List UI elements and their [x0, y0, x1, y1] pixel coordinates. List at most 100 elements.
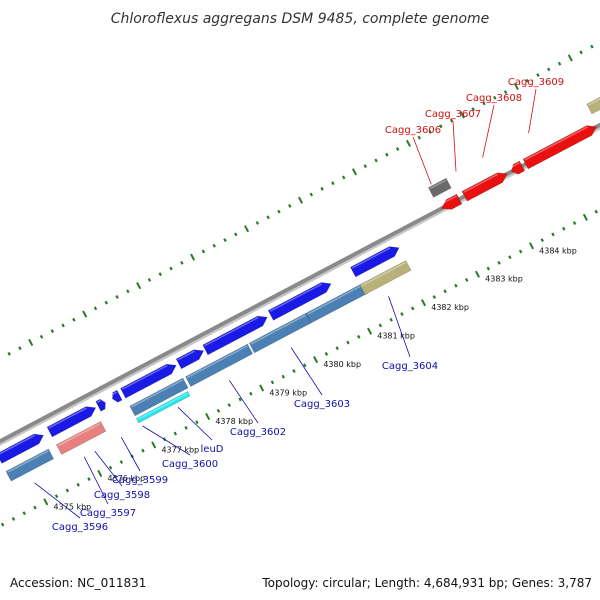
gene-label[interactable]: leuD [201, 444, 224, 455]
kbp-label: 4380 kbp [323, 360, 361, 369]
gene-feature[interactable] [135, 390, 191, 424]
gene-label[interactable]: Cagg_3600 [162, 459, 218, 470]
tick-mark [497, 260, 501, 265]
tick-mark [288, 203, 292, 208]
gene-highlight [57, 422, 101, 447]
gene-feature[interactable] [522, 125, 597, 170]
label-leader-line [94, 450, 123, 487]
tick-mark [503, 90, 508, 95]
gene-feature[interactable] [129, 377, 189, 417]
kbp-label: 4384 kbp [539, 246, 577, 255]
tick-mark [43, 498, 49, 506]
gene-feature[interactable] [0, 433, 44, 464]
gene-feature[interactable] [359, 260, 412, 296]
gene-label[interactable]: Cagg_3602 [230, 427, 286, 438]
gene-feature[interactable] [95, 398, 106, 412]
tick-mark [87, 477, 91, 482]
tick-mark [61, 323, 65, 328]
gene-label[interactable]: Cagg_3598 [94, 490, 150, 501]
gene-label[interactable]: Cagg_3597 [80, 508, 136, 519]
gene-feature[interactable] [5, 448, 55, 482]
gene-highlight [96, 399, 102, 403]
gene-feature[interactable] [185, 343, 254, 387]
gene-feature[interactable] [175, 349, 205, 370]
tick-mark [432, 295, 437, 299]
tick-mark [72, 317, 76, 322]
gene-label[interactable]: Cagg_3607 [425, 109, 481, 120]
tick-mark [590, 44, 594, 49]
gene-highlight [137, 392, 188, 421]
gene-label[interactable]: Cagg_3608 [466, 93, 522, 104]
gene-feature[interactable] [55, 421, 107, 455]
tick-mark [205, 412, 211, 421]
gene-feature[interactable] [427, 177, 452, 198]
gene-feature[interactable] [267, 282, 332, 321]
label-leader-line [452, 120, 457, 172]
gene-label[interactable]: Cagg_3609 [508, 77, 564, 88]
tick-mark [474, 270, 480, 278]
gene-highlight [7, 450, 49, 473]
label-leader-line [120, 437, 141, 472]
tick-mark [389, 317, 393, 322]
gene-feature[interactable] [511, 160, 526, 175]
tick-mark [76, 482, 80, 487]
tick-mark [255, 221, 260, 225]
gene-label[interactable]: Cagg_3603 [294, 399, 350, 410]
gene-feature[interactable] [120, 363, 177, 399]
tick-mark [126, 289, 130, 294]
gene-feature[interactable] [202, 315, 268, 356]
tick-mark [582, 213, 588, 221]
tick-mark [234, 232, 238, 237]
gene-label[interactable]: Cagg_3599 [112, 475, 168, 486]
kbp-label: 4382 kbp [431, 303, 469, 312]
tick-mark [244, 225, 250, 233]
gene-feature[interactable] [441, 193, 463, 210]
tick-mark [259, 384, 265, 392]
gene-feature[interactable] [46, 406, 97, 438]
tick-mark [324, 351, 329, 356]
tick-mark [158, 272, 162, 277]
tick-mark [536, 73, 540, 77]
gene-label[interactable]: Cagg_3604 [382, 361, 438, 372]
gene-highlight [463, 173, 499, 193]
label-leaders [34, 88, 537, 519]
tick-mark [459, 111, 465, 119]
kbp-label: 4375 kbp [54, 502, 92, 511]
backbone-shadow [0, 124, 600, 447]
tick-mark [216, 408, 221, 413]
tick-mark [471, 107, 475, 112]
tick-mark [482, 101, 486, 106]
tick-mark [374, 158, 378, 163]
gene-feature[interactable] [112, 389, 123, 403]
tick-mark [540, 238, 544, 243]
label-leader-line [142, 425, 191, 456]
tick-mark [281, 374, 285, 379]
gene-feature[interactable] [586, 90, 600, 115]
tick-mark [331, 181, 335, 186]
kbp-label: 4378 kbp [215, 417, 253, 426]
gene-highlight [351, 247, 391, 269]
tick-mark [277, 209, 281, 214]
tick-mark [249, 391, 253, 396]
gene-feature[interactable] [461, 172, 508, 202]
gene-highlight [510, 162, 520, 169]
tick-mark [449, 118, 454, 123]
tick-mark [28, 338, 34, 347]
gene-highlight [587, 98, 600, 106]
tick-mark [320, 186, 324, 191]
gene-label[interactable]: Cagg_3606 [385, 125, 441, 136]
tick-mark [421, 299, 427, 307]
tick-mark [292, 369, 296, 373]
upper-tick-track [0, 44, 594, 361]
gene-label[interactable]: Cagg_3596 [52, 522, 108, 533]
gene-highlight [269, 283, 323, 313]
tick-mark [65, 488, 70, 493]
tick-mark [97, 469, 103, 477]
tick-mark [525, 78, 529, 83]
tick-mark [335, 346, 339, 351]
tick-mark [313, 356, 319, 364]
tick-mark [551, 232, 555, 237]
gene-feature[interactable] [350, 246, 400, 278]
tick-mark [493, 95, 497, 100]
